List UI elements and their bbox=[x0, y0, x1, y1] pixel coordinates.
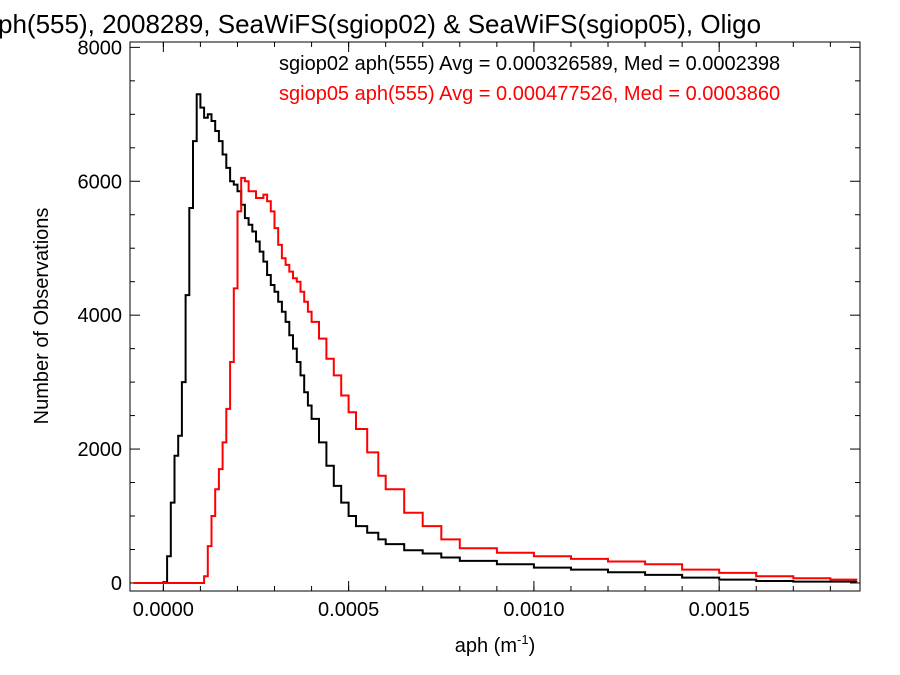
x-axis-label-exponent: -1 bbox=[517, 632, 529, 647]
y-tick-label: 6000 bbox=[78, 171, 123, 193]
y-tick-label: 4000 bbox=[78, 305, 123, 327]
axis-tick-labels: 0.0000 0.0005 0.0010 0.0015 0 2000 4000 6000 800… bbox=[78, 37, 750, 621]
series-1-histogram-line bbox=[133, 176, 858, 584]
x-axis-label-main: aph (m bbox=[455, 635, 517, 657]
y-tick-label: 0 bbox=[111, 573, 122, 595]
y-tick-label: 2000 bbox=[78, 439, 123, 461]
plot-frame bbox=[129, 41, 861, 592]
y-tick-label: 8000 bbox=[78, 37, 123, 59]
x-axis-label-close: ) bbox=[529, 635, 536, 657]
annotation-sgiop02: sgiop02 aph(555) Avg = 0.000326589, Med … bbox=[279, 53, 780, 75]
axis-ticks bbox=[130, 42, 860, 591]
series-0-histogram-line bbox=[133, 93, 858, 584]
x-tick-label: 0.0015 bbox=[689, 599, 750, 621]
series-layer bbox=[133, 93, 858, 584]
annotation-sgiop05: sgiop05 aph(555) Avg = 0.000477526, Med … bbox=[279, 83, 780, 105]
y-axis-label: Number of Observations bbox=[31, 208, 53, 425]
chart-title: ph(555), 2008289, SeaWiFS(sgiop02) & Sea… bbox=[0, 9, 761, 39]
x-tick-label: 0.0000 bbox=[133, 599, 194, 621]
x-tick-label: 0.0010 bbox=[503, 599, 564, 621]
x-tick-label: 0.0005 bbox=[318, 599, 379, 621]
x-axis-label: aph (m-1) bbox=[455, 632, 535, 657]
